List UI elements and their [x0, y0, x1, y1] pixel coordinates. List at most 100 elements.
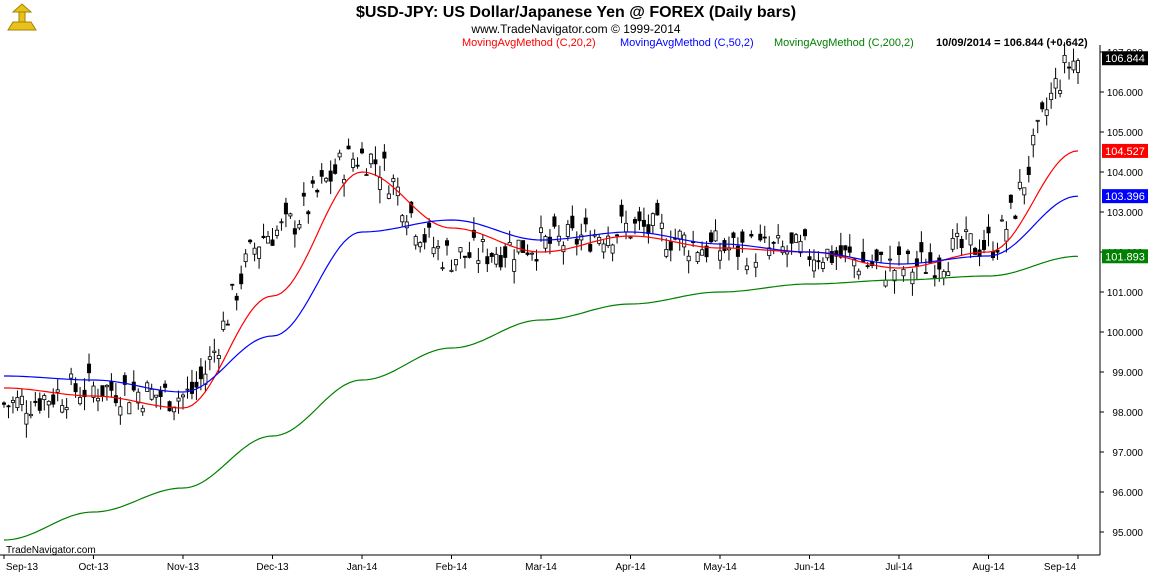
candle: [315, 188, 320, 198]
candle: [825, 248, 830, 261]
candle: [355, 157, 360, 169]
candle: [861, 238, 866, 263]
candle: [194, 371, 199, 400]
candle: [60, 399, 65, 414]
x-tick-label: Mar-14: [525, 562, 557, 573]
candle: [225, 319, 230, 326]
candle: [677, 229, 682, 251]
candle: [852, 257, 857, 279]
last-value-tag: 106.844: [1102, 51, 1148, 66]
candle: [257, 246, 262, 269]
candle: [1062, 42, 1067, 74]
candle: [1049, 82, 1054, 109]
candle: [113, 383, 118, 407]
candle: [46, 400, 51, 418]
candle: [243, 249, 248, 268]
candle: [932, 264, 937, 287]
candle: [530, 251, 535, 261]
y-tick-label: 105.000: [1107, 128, 1144, 139]
candle: [494, 247, 499, 268]
candle: [167, 400, 172, 412]
candle: [198, 358, 203, 391]
candle: [959, 235, 964, 256]
candle: [1071, 48, 1076, 74]
candle: [668, 230, 673, 262]
candle: [37, 392, 42, 414]
candle: [458, 247, 463, 259]
candle: [467, 241, 472, 259]
candle: [122, 372, 127, 397]
candle: [82, 378, 87, 411]
candle: [1013, 214, 1018, 220]
x-tick-label: Sep-14: [1044, 562, 1077, 573]
candle: [539, 215, 544, 242]
candle: [51, 388, 56, 408]
candle: [185, 376, 190, 399]
candle: [905, 249, 910, 265]
x-tick-label: Apr-14: [615, 562, 645, 573]
candle: [986, 214, 991, 247]
candle: [449, 259, 454, 273]
candle: [834, 246, 839, 271]
candle: [6, 404, 11, 419]
candle: [283, 197, 288, 228]
candle: [780, 240, 785, 256]
candle: [856, 268, 861, 280]
candle: [359, 142, 364, 155]
candle: [292, 220, 297, 248]
candle: [503, 243, 508, 268]
chart-title: $USD-JPY: US Dollar/Japanese Yen @ FOREX…: [356, 4, 796, 21]
candle: [968, 233, 973, 259]
candle: [431, 236, 436, 258]
candle: [180, 393, 185, 410]
candle: [436, 239, 441, 261]
candle: [946, 261, 951, 276]
candle: [758, 224, 763, 242]
candle: [556, 225, 561, 246]
candle: [767, 236, 772, 260]
candle: [301, 182, 306, 207]
candle: [574, 231, 579, 256]
candle: [713, 219, 718, 242]
candle: [248, 238, 253, 245]
candle: [664, 238, 669, 259]
candle: [498, 246, 503, 271]
candle: [346, 138, 351, 150]
candle: [404, 215, 409, 236]
y-tick-label: 104.000: [1107, 168, 1144, 179]
candle: [776, 224, 781, 244]
candle: [928, 243, 933, 264]
x-tick-label: May-14: [703, 562, 737, 573]
candle: [753, 253, 758, 278]
candle: [722, 238, 727, 254]
candle: [274, 225, 279, 239]
candle: [735, 237, 740, 271]
candle: [628, 236, 633, 240]
candle: [1031, 128, 1036, 158]
candle: [373, 146, 378, 177]
candle: [619, 199, 624, 224]
candle: [995, 242, 1000, 260]
last-value-readout: 10/09/2014 = 106.844 (+0.642): [936, 37, 1088, 49]
candle: [42, 393, 47, 411]
candle: [19, 388, 24, 412]
candle: [547, 229, 552, 255]
candle: [1044, 97, 1049, 126]
candle: [659, 213, 664, 242]
trade-navigator-logo: [7, 3, 37, 31]
ma-line-0: [4, 150, 1079, 409]
candle: [709, 229, 714, 244]
watermark: TradeNavigator.com: [6, 545, 96, 556]
candle: [87, 353, 92, 382]
x-axis: Sep-13 Oct-13 Nov-13 Dec-13 Jan-14 Feb-14 Mar-…: [0, 554, 1100, 573]
candle: [15, 390, 20, 411]
candle: [462, 255, 467, 269]
candle: [731, 231, 736, 248]
candle: [91, 381, 96, 403]
x-tick-label: Nov-13: [167, 562, 200, 573]
candle: [95, 388, 100, 412]
candle: [749, 230, 754, 239]
candle: [212, 338, 217, 363]
candle: [771, 241, 776, 255]
candle: [794, 232, 799, 243]
